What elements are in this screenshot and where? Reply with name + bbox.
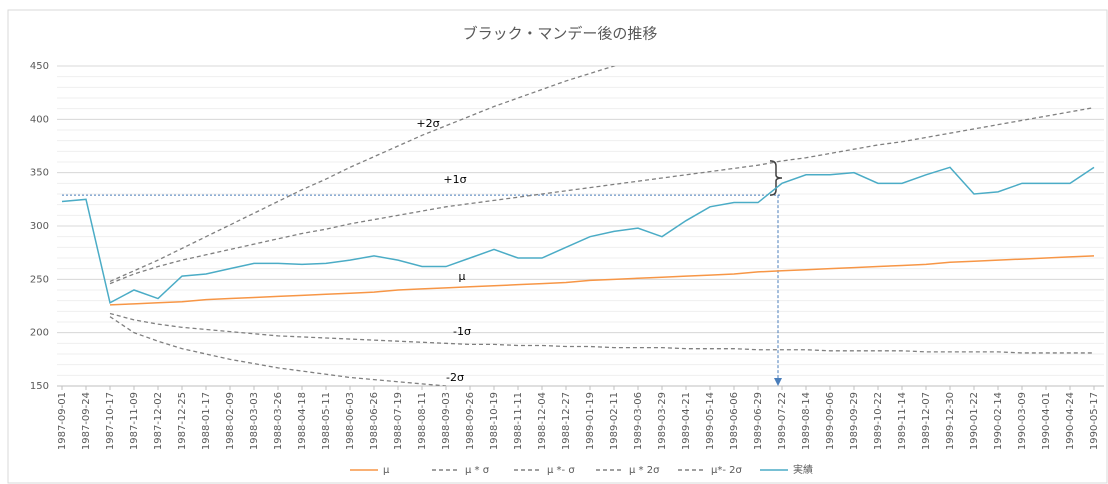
y-tick-label: 300 bbox=[30, 221, 49, 232]
series-line bbox=[109, 312, 1094, 354]
series-line bbox=[109, 106, 1095, 285]
x-tick-label: 1989-06-29 bbox=[753, 392, 764, 450]
x-tick-label: 1990-05-17 bbox=[1089, 392, 1100, 450]
bracket bbox=[769, 160, 783, 196]
series-group bbox=[109, 255, 1095, 306]
chart-title: ブラック・マンデー後の推移 bbox=[463, 25, 658, 43]
x-tick-label: 1988-10-19 bbox=[489, 392, 500, 450]
x-tick-label: 1988-12-27 bbox=[561, 392, 572, 450]
x-tick-label: 1989-12-07 bbox=[921, 392, 932, 450]
series-group bbox=[109, 312, 1094, 354]
x-tick-label: 1987-12-25 bbox=[177, 392, 188, 450]
x-tick-label: 1988-07-19 bbox=[393, 392, 404, 450]
x-tick-label: 1989-03-29 bbox=[657, 392, 668, 450]
y-tick-label: 400 bbox=[30, 114, 49, 125]
legend-label: μ*- 2σ bbox=[711, 465, 743, 476]
series-line bbox=[109, 316, 447, 386]
x-tick-label: 1988-03-03 bbox=[249, 392, 260, 450]
x-tick-label: 1989-09-06 bbox=[825, 392, 836, 450]
x-tick-label: 1988-01-17 bbox=[201, 392, 212, 450]
x-tick-label: 1988-09-26 bbox=[465, 392, 476, 450]
series-group bbox=[61, 166, 1095, 304]
x-tick-label: 1989-11-14 bbox=[897, 392, 908, 450]
series-line bbox=[109, 255, 1095, 306]
x-tick-label: 1988-04-18 bbox=[297, 392, 308, 450]
x-tick-label: 1987-12-02 bbox=[153, 392, 164, 450]
legend-label: μ * σ bbox=[465, 465, 490, 476]
y-tick-label: 200 bbox=[30, 328, 49, 339]
x-tick-label: 1990-03-09 bbox=[1017, 392, 1028, 450]
x-tick-label: 1989-04-21 bbox=[681, 392, 692, 450]
series-group bbox=[109, 106, 1095, 285]
x-tick-label: 1989-02-11 bbox=[609, 392, 620, 450]
series-group bbox=[109, 66, 617, 283]
legend-label: μ * 2σ bbox=[629, 465, 660, 476]
series-line bbox=[61, 166, 1095, 304]
x-tick-label: 1988-06-26 bbox=[369, 392, 380, 450]
x-tick-label: 1989-01-19 bbox=[585, 392, 596, 450]
y-tick-label: 450 bbox=[30, 61, 49, 72]
x-tick-label: 1989-08-14 bbox=[801, 392, 812, 450]
series-group bbox=[109, 316, 447, 386]
x-tick-label: 1988-08-11 bbox=[417, 392, 428, 450]
series-line bbox=[109, 66, 617, 283]
x-tick-label: 1988-09-03 bbox=[441, 392, 452, 450]
arrow-head bbox=[774, 378, 782, 386]
x-tick-label: 1988-12-04 bbox=[537, 392, 548, 450]
x-tick-label: 1990-04-01 bbox=[1041, 392, 1052, 450]
x-tick-label: 1990-02-14 bbox=[993, 392, 1004, 450]
x-tick-label: 1989-10-22 bbox=[873, 392, 884, 450]
x-tick-label: 1987-09-24 bbox=[81, 392, 92, 450]
x-tick-label: 1988-11-11 bbox=[513, 392, 524, 450]
y-tick-label: 350 bbox=[30, 168, 49, 179]
x-tick-label: 1987-10-17 bbox=[105, 392, 116, 450]
annotation: -2σ bbox=[446, 371, 464, 384]
x-tick-label: 1989-03-06 bbox=[633, 392, 644, 450]
x-tick-label: 1990-04-24 bbox=[1065, 392, 1076, 450]
annotation: +1σ bbox=[443, 173, 466, 186]
legend-label: 実績 bbox=[793, 463, 813, 476]
chart-frame bbox=[7, 9, 1108, 484]
x-tick-label: 1988-03-26 bbox=[273, 392, 284, 450]
x-tick-label: 1987-09-01 bbox=[57, 392, 68, 450]
annotation: -1σ bbox=[453, 325, 471, 338]
x-tick-label: 1989-07-22 bbox=[777, 392, 788, 450]
legend-label: μ *- σ bbox=[547, 465, 575, 476]
x-tick-label: 1989-12-30 bbox=[945, 392, 956, 450]
annotation: μ bbox=[459, 270, 466, 283]
x-tick-label: 1988-02-09 bbox=[225, 392, 236, 450]
y-tick-label: 150 bbox=[30, 381, 49, 392]
x-tick-label: 1987-11-09 bbox=[129, 392, 140, 450]
x-tick-label: 1989-05-14 bbox=[705, 392, 716, 450]
legend-label: μ bbox=[383, 465, 390, 476]
x-tick-label: 1990-01-22 bbox=[969, 392, 980, 450]
x-tick-label: 1988-06-03 bbox=[345, 392, 356, 450]
y-tick-label: 250 bbox=[30, 274, 49, 285]
x-tick-label: 1989-09-29 bbox=[849, 392, 860, 450]
x-tick-label: 1989-06-06 bbox=[729, 392, 740, 450]
x-tick-label: 1988-05-11 bbox=[321, 392, 332, 450]
annotation: +2σ bbox=[416, 117, 439, 130]
